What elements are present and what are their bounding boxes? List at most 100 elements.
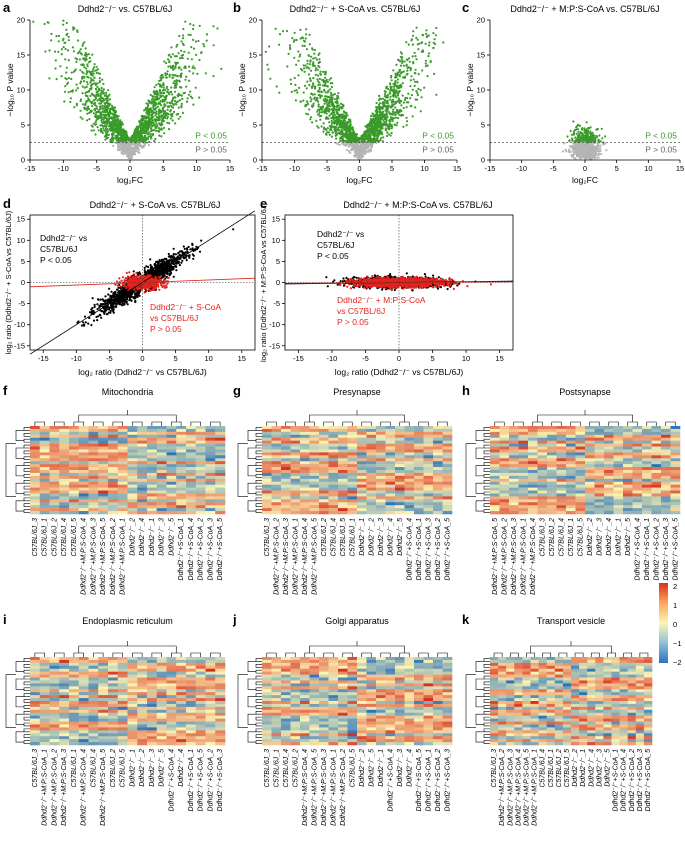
- volcano-point: [402, 101, 405, 104]
- volcano-point: [62, 23, 65, 26]
- volcano-point: [588, 157, 591, 160]
- volcano-point: [299, 53, 302, 56]
- volcano-point: [394, 79, 397, 83]
- volcano-point: [113, 109, 116, 112]
- volcano-point: [597, 144, 600, 147]
- volcano-point: [306, 59, 309, 62]
- volcano-point: [189, 90, 192, 93]
- volcano-point: [401, 114, 405, 117]
- volcano-point: [313, 97, 316, 100]
- volcano-point: [165, 87, 168, 90]
- volcano-point: [113, 106, 117, 109]
- volcano-point: [354, 155, 357, 158]
- volcano-point: [406, 72, 409, 75]
- volcano-point: [347, 132, 350, 135]
- x-axis-label: log₂FC: [117, 175, 143, 185]
- volcano-point: [349, 151, 352, 154]
- volcano-point: [415, 58, 418, 61]
- volcano-point: [173, 55, 177, 58]
- volcano-point: [44, 50, 47, 53]
- volcano-point: [376, 121, 379, 124]
- volcano-point: [167, 112, 170, 116]
- volcano-point: [174, 65, 177, 68]
- volcano-point: [153, 108, 156, 111]
- volcano-point: [185, 85, 188, 88]
- volcano-point: [192, 103, 195, 106]
- volcano-point: [202, 43, 205, 46]
- volcano-point: [175, 113, 178, 116]
- volcano-point: [138, 121, 142, 124]
- volcano-point: [385, 134, 389, 138]
- volcano-point: [75, 60, 78, 64]
- x-tick-label: -15: [485, 164, 496, 173]
- volcano-point: [313, 48, 317, 52]
- volcano-point: [402, 106, 405, 110]
- volcano-point: [391, 119, 394, 123]
- volcano-point: [316, 110, 319, 113]
- volcano-point: [102, 92, 105, 95]
- volcano-point: [177, 117, 180, 120]
- volcano-point: [111, 123, 114, 126]
- volcano-point: [323, 89, 326, 92]
- volcano-point: [387, 124, 390, 128]
- volcano-point: [95, 107, 98, 110]
- volcano-point: [334, 132, 337, 135]
- panel-title-b: Ddhd2⁻/⁻ + S-CoA vs. C57BL/6J: [290, 4, 421, 14]
- volcano-point: [418, 42, 421, 45]
- volcano-point: [154, 127, 157, 130]
- volcano-point: [118, 126, 121, 129]
- volcano-point: [331, 96, 334, 99]
- volcano-point: [424, 42, 427, 45]
- volcano-point: [317, 84, 320, 87]
- volcano-point: [410, 38, 413, 41]
- x-tick-label: 10: [192, 164, 200, 173]
- volcano-point: [406, 120, 409, 123]
- volcano-point: [92, 79, 95, 82]
- volcano-point: [324, 76, 327, 79]
- volcano-point: [327, 131, 330, 134]
- volcano-point: [306, 62, 309, 65]
- volcano-point: [177, 52, 180, 55]
- volcano-point: [122, 144, 125, 147]
- volcano-point: [184, 78, 187, 81]
- volcano-point: [107, 102, 111, 105]
- volcano-point: [158, 79, 161, 82]
- volcano-point: [413, 51, 416, 54]
- volcano-point: [175, 79, 178, 82]
- volcano-point: [133, 152, 136, 155]
- volcano-point: [365, 131, 368, 134]
- volcano-point: [397, 97, 400, 100]
- volcano-point: [160, 135, 163, 138]
- volcano-point: [90, 129, 93, 132]
- volcano-point: [393, 123, 396, 126]
- volcano-point: [147, 119, 150, 122]
- volcano-point: [414, 80, 417, 83]
- volcano-point: [126, 135, 129, 138]
- volcano-point: [100, 86, 103, 90]
- volcano-point: [399, 64, 403, 67]
- volcano-point: [372, 132, 375, 135]
- volcano-point: [375, 113, 378, 116]
- volcano-point: [378, 94, 381, 97]
- volcano-point: [153, 123, 156, 126]
- volcano-point: [394, 106, 397, 109]
- volcano-point: [583, 137, 587, 140]
- volcano-point: [316, 78, 319, 81]
- panel-title-e: Ddhd2⁻/⁻ + M:P:S-CoA vs. C57BL/6J: [343, 200, 492, 210]
- volcano-point: [578, 136, 581, 139]
- volcano-point: [174, 61, 177, 64]
- volcano-point: [595, 148, 598, 151]
- volcano-point: [65, 78, 68, 81]
- volcano-point: [120, 152, 124, 155]
- volcano-point: [294, 83, 297, 86]
- scatter-point-sig: [99, 298, 102, 301]
- volcano-point: [331, 131, 334, 134]
- volcano-point: [156, 118, 159, 122]
- volcano-point: [140, 128, 143, 132]
- volcano-point: [325, 116, 328, 119]
- volcano-point: [331, 122, 334, 125]
- volcano-point: [103, 125, 106, 128]
- volcano-point: [325, 80, 328, 83]
- volcano-point: [98, 80, 101, 83]
